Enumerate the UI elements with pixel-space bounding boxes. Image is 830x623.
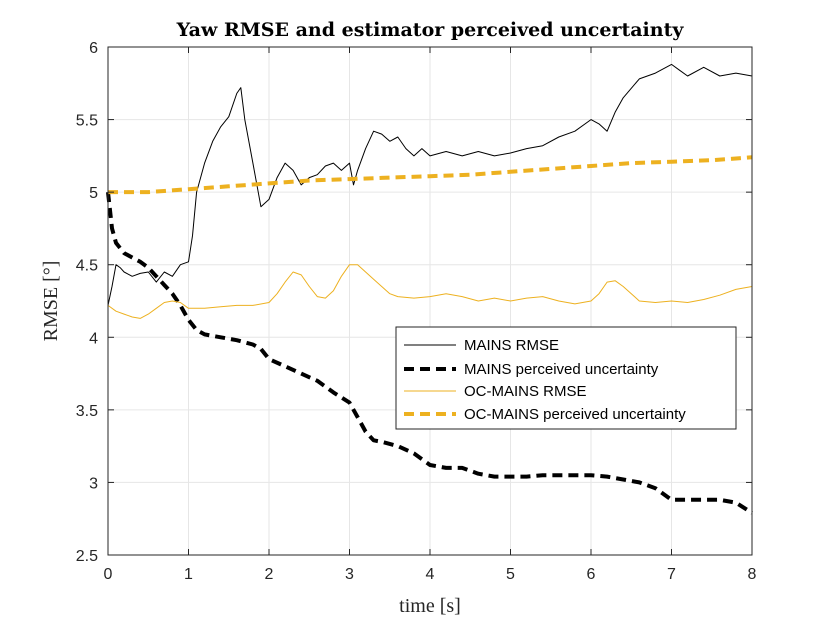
y-tick-label: 2.5 — [76, 548, 98, 565]
y-tick-label: 3.5 — [76, 403, 98, 420]
x-tick-label: 5 — [506, 566, 515, 583]
y-tick-label: 6 — [89, 40, 98, 57]
series-layer — [106, 63, 754, 515]
legend-label-mains-uncertainty: MAINS perceived uncertainty — [464, 361, 659, 378]
y-tick-label: 4 — [89, 330, 98, 347]
x-tick-label: 0 — [104, 566, 113, 583]
legend-label-oc-mains-rmse: OC-MAINS RMSE — [464, 383, 587, 400]
ticks: 0 1 2 3 4 5 6 7 8 2.5 3 3.5 4 4.5 5 5.5 6 — [76, 40, 757, 583]
series-line-oc-mains-perceived-uncertainty — [108, 155, 753, 195]
series-line-mains-perceived-uncertainty — [106, 191, 754, 515]
x-tick-label: 4 — [426, 566, 435, 583]
y-tick-label: 4.5 — [76, 258, 98, 275]
legend: MAINS RMSE MAINS perceived uncertainty O… — [395, 326, 737, 430]
legend-label-mains-rmse: MAINS RMSE — [464, 337, 559, 354]
x-tick-label: 6 — [587, 566, 596, 583]
x-tick-label: 1 — [184, 566, 193, 583]
series-line-mains-rmse — [107, 63, 753, 306]
chart-title: Yaw RMSE and estimator perceived uncerta… — [176, 19, 685, 41]
y-tick-label: 5.5 — [76, 113, 98, 130]
y-axis-label: RMSE [°] — [40, 261, 62, 342]
series-line-oc-mains-rmse — [107, 264, 753, 319]
legend-label-oc-mains-uncertainty: OC-MAINS perceived uncertainty — [464, 406, 686, 423]
x-tick-label: 2 — [265, 566, 274, 583]
x-tick-label: 7 — [667, 566, 676, 583]
x-tick-label: 8 — [748, 566, 757, 583]
y-tick-label: 5 — [89, 185, 98, 202]
x-axis-label: time [s] — [399, 595, 461, 617]
x-tick-label: 3 — [345, 566, 354, 583]
y-tick-label: 3 — [89, 475, 98, 492]
